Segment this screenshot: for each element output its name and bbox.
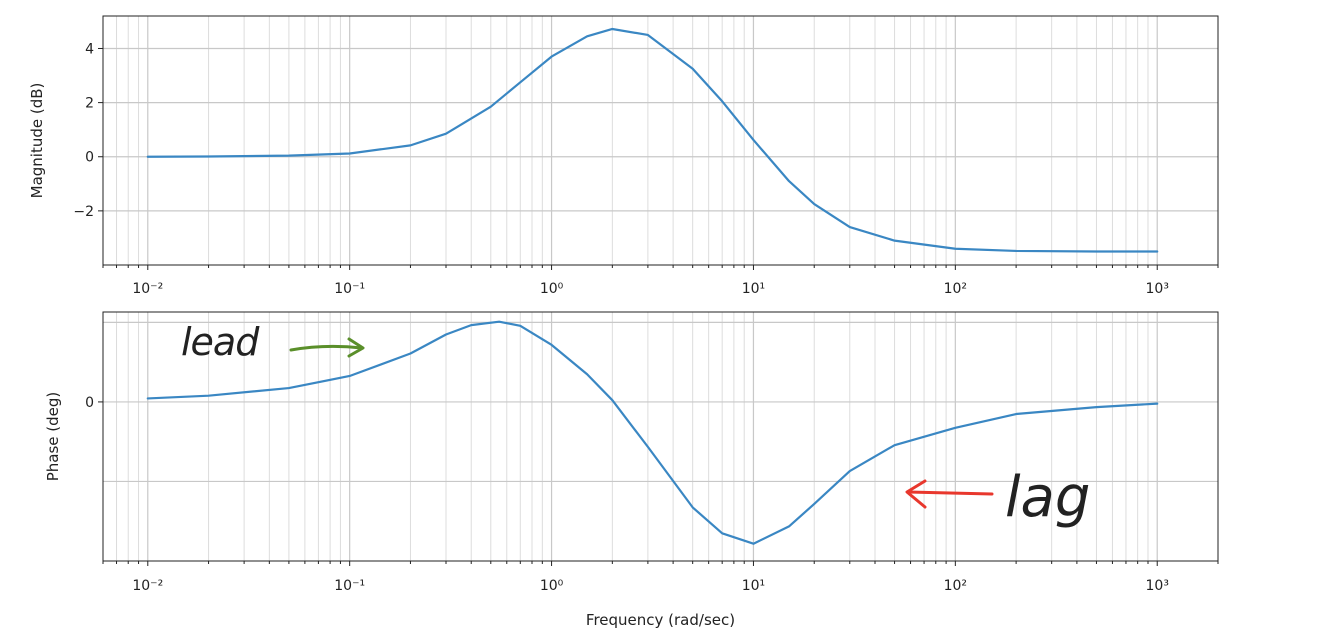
axes-frame bbox=[102, 15, 1219, 266]
x-tick-label: 10² bbox=[944, 281, 967, 297]
x-tick-label: 10⁰ bbox=[540, 281, 564, 297]
x-tick-label: 10³ bbox=[1146, 281, 1169, 297]
x-tick-label: 10⁰ bbox=[540, 578, 564, 594]
phase-panel: 10⁻² 10⁻¹ 10⁰ 10¹ 10² 10³ 0 Phase (deg) Frequenc… bbox=[44, 311, 1219, 629]
y-tick-label: 0 bbox=[85, 150, 94, 166]
y-tick-label: 4 bbox=[85, 41, 94, 57]
x-tick-label: 10⁻² bbox=[132, 578, 163, 594]
lag-annotation: lag bbox=[1005, 465, 1090, 530]
gridlines bbox=[102, 16, 1219, 265]
x-tick-label: 10³ bbox=[1146, 578, 1169, 594]
x-tick-label: 10¹ bbox=[742, 578, 765, 594]
lag-arrowhead bbox=[905, 479, 927, 509]
magnitude-panel: 10⁻² 10⁻¹ 10⁰ 10¹ 10² 10³ 4 2 0 −2 Magnitude (dB) bbox=[28, 15, 1219, 297]
x-tick-label: 10⁻² bbox=[132, 281, 163, 297]
y-axis-label: Phase (deg) bbox=[44, 392, 62, 482]
series-line bbox=[146, 27, 1159, 253]
x-tick-label: 10² bbox=[944, 578, 967, 594]
y-tick-label: 2 bbox=[85, 96, 94, 112]
lead-annotation: lead bbox=[181, 320, 260, 364]
axes-frame bbox=[102, 311, 1219, 562]
x-tick-label: 10¹ bbox=[742, 281, 765, 297]
lag-arrow-shaft bbox=[906, 490, 994, 496]
lead-arrowhead bbox=[347, 337, 365, 358]
annotations: lead lag bbox=[181, 320, 1090, 530]
x-tick-label: 10⁻¹ bbox=[334, 578, 365, 594]
x-tick-label: 10⁻¹ bbox=[334, 281, 365, 297]
series-line bbox=[146, 320, 1159, 545]
x-axis-label: Frequency (rad/sec) bbox=[586, 611, 735, 629]
y-tick-label: 0 bbox=[85, 395, 94, 411]
gridlines bbox=[102, 312, 1219, 561]
y-axis-label: Magnitude (dB) bbox=[28, 83, 46, 199]
lead-arrow-shaft bbox=[289, 344, 364, 352]
y-tick-label: −2 bbox=[73, 204, 94, 220]
